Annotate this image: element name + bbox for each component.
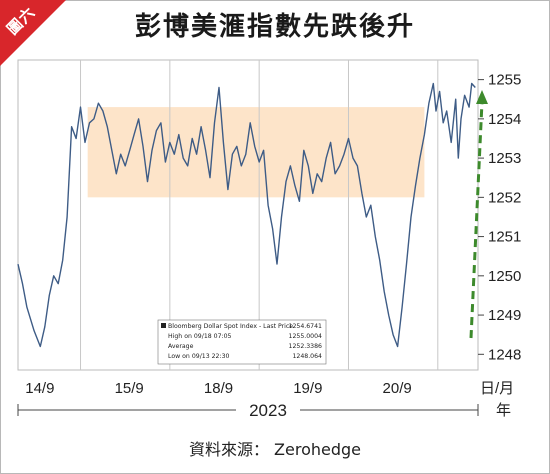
legend-label-0: Bloomberg Dollar Spot Index - Last Price bbox=[168, 323, 293, 330]
legend-value-2: 1252.3386 bbox=[289, 343, 323, 350]
legend-label-1: High on 09/18 07:05 bbox=[168, 333, 232, 340]
legend: Bloomberg Dollar Spot Index - Last Price… bbox=[157, 319, 327, 365]
y-tick-label-5: 1253 bbox=[488, 150, 521, 167]
legend-value-1: 1255.0004 bbox=[289, 333, 323, 340]
x-tick-label-4: 20/9 bbox=[383, 380, 412, 397]
legend-box bbox=[157, 319, 327, 365]
x-unit-label: 日/月 bbox=[480, 380, 514, 397]
year-bracket: 2023 bbox=[17, 401, 479, 420]
year-label: 2023 bbox=[249, 401, 287, 420]
chart-title: 彭博美滙指數先跌後升 bbox=[134, 12, 415, 42]
x-tick-label-3: 19/9 bbox=[293, 380, 322, 397]
legend-label-2: Average bbox=[168, 343, 194, 350]
series-line-0 bbox=[17, 82, 476, 348]
y-tick-label-3: 1251 bbox=[488, 229, 521, 246]
year-unit-label: 年 bbox=[496, 402, 511, 419]
y-tick-label-0: 1248 bbox=[488, 346, 521, 363]
y-axis: 1248 1249 1250 1251 1252 1253 1254 1255 bbox=[478, 72, 521, 363]
legend-value-0: 1254.6741 bbox=[289, 323, 323, 330]
corner-badge bbox=[0, 0, 66, 66]
legend-label-3: Low on 09/13 22:30 bbox=[168, 353, 230, 360]
series-group bbox=[17, 82, 476, 348]
y-tick-label-7: 1255 bbox=[488, 72, 521, 89]
y-tick-label-1: 1249 bbox=[488, 307, 521, 324]
y-tick-label-6: 1254 bbox=[488, 111, 521, 128]
y-tick-label-2: 1250 bbox=[488, 268, 521, 285]
x-tick-label-1: 15/9 bbox=[115, 380, 144, 397]
trend-arrow bbox=[469, 90, 488, 339]
x-tick-label-2: 18/9 bbox=[204, 380, 233, 397]
y-tick-label-4: 1252 bbox=[488, 189, 521, 206]
source-note: 資料來源： Zerohedge bbox=[188, 440, 362, 459]
legend-swatch bbox=[161, 323, 166, 328]
x-axis: 14/9 15/9 18/9 19/9 20/9 bbox=[25, 380, 411, 397]
x-tick-label-0: 14/9 bbox=[25, 380, 54, 397]
legend-value-3: 1248.064 bbox=[292, 353, 322, 360]
